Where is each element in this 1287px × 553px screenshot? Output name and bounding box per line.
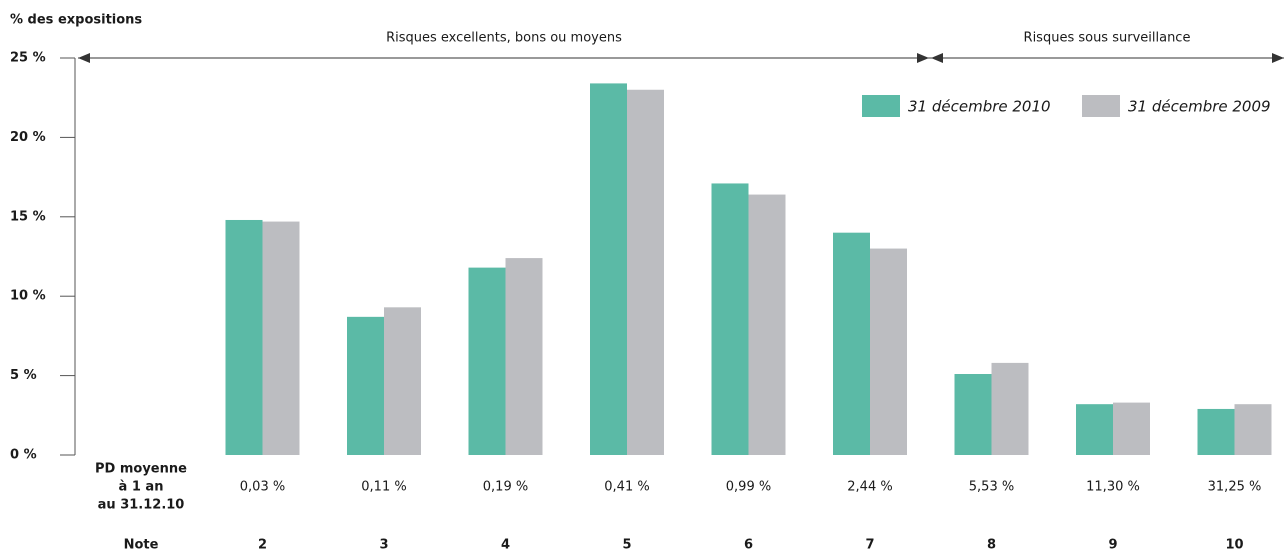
row-header: au 31.12.10 [98,498,185,513]
bar [711,183,749,455]
legend-swatch [862,95,900,117]
bar [384,307,421,455]
row-header: PD moyenne [95,462,187,477]
y-tick-label: 5 % [10,368,37,383]
bar [590,83,627,456]
y-axis-label: % des expositions [10,13,142,28]
x-tick-label: 8 [987,538,996,553]
x-tick-label: 7 [865,538,874,553]
bar [225,219,263,455]
bar [1234,404,1272,455]
annotation: Risques sous surveillance [1024,31,1191,46]
y-tick-label: 25 % [10,51,46,66]
row-header: Note [124,538,159,553]
bar [1113,402,1150,455]
y-tick-label: 20 % [10,130,46,145]
bar [505,258,543,455]
arrow-head [931,53,943,63]
x-tick-label: 6 [744,538,753,553]
bar [870,248,907,455]
legend-swatch [1082,95,1120,117]
pd-label: 0,99 % [726,480,771,495]
bar [627,89,664,455]
pd-label: 0,19 % [483,480,528,495]
pd-label: 0,03 % [240,480,285,495]
pd-label: 0,41 % [604,480,649,495]
y-tick-label: 10 % [10,289,46,304]
x-tick-label: 9 [1108,538,1117,553]
x-tick-label: 3 [379,538,388,553]
arrow-head [1272,53,1284,63]
y-tick-label: 0 % [10,448,37,463]
pd-label: 11,30 % [1086,480,1140,495]
row-header: à 1 an [119,480,164,495]
bar [1197,408,1235,455]
y-tick-label: 15 % [10,209,46,224]
bar [468,267,506,455]
pd-label: 2,44 % [847,480,892,495]
arrow-head [917,53,929,63]
bar [262,221,300,455]
bar [1076,404,1113,455]
legend-label: 31 décembre 2009 [1128,98,1271,116]
x-tick-label: 10 [1225,538,1243,553]
arrow-head [78,53,90,63]
x-tick-label: 2 [258,538,267,553]
legend-label: 31 décembre 2010 [908,98,1051,116]
bar [954,374,992,455]
bar [748,194,786,455]
bar [833,232,870,455]
pd-label: 0,11 % [361,480,406,495]
pd-label: 5,53 % [969,480,1014,495]
bar [991,362,1029,455]
x-tick-label: 5 [622,538,631,553]
bar [347,316,384,455]
x-tick-label: 4 [501,538,510,553]
pd-label: 31,25 % [1208,480,1262,495]
annotation: Risques excellents, bons ou moyens [386,31,622,46]
